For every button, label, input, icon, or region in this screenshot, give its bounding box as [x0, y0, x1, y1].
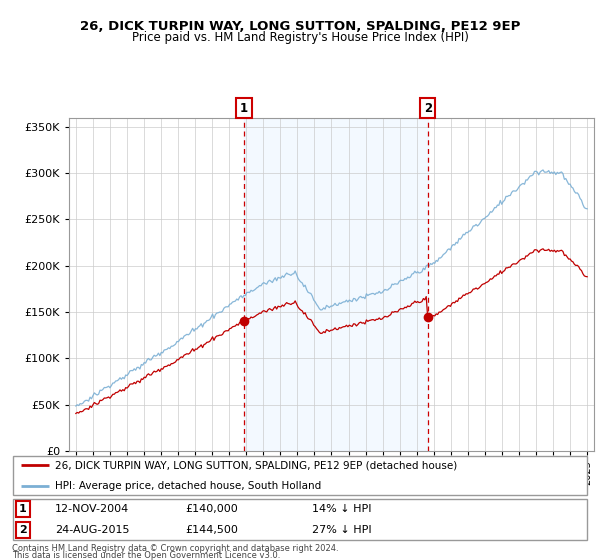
FancyBboxPatch shape [13, 456, 587, 495]
Bar [244, 118, 428, 451]
Text: £144,500: £144,500 [185, 525, 238, 535]
Text: 2: 2 [424, 102, 432, 115]
Text: 26, DICK TURPIN WAY, LONG SUTTON, SPALDING, PE12 9EP: 26, DICK TURPIN WAY, LONG SUTTON, SPALDI… [80, 20, 520, 32]
Text: 2: 2 [19, 525, 26, 535]
Text: Price paid vs. HM Land Registry's House Price Index (HPI): Price paid vs. HM Land Registry's House … [131, 31, 469, 44]
Text: Contains HM Land Registry data © Crown copyright and database right 2024.: Contains HM Land Registry data © Crown c… [12, 544, 338, 553]
FancyBboxPatch shape [13, 500, 587, 540]
Text: HPI: Average price, detached house, South Holland: HPI: Average price, detached house, Sout… [55, 480, 322, 491]
Text: 27% ↓ HPI: 27% ↓ HPI [311, 525, 371, 535]
Text: 12-NOV-2004: 12-NOV-2004 [55, 504, 130, 514]
Text: This data is licensed under the Open Government Licence v3.0.: This data is licensed under the Open Gov… [12, 551, 280, 560]
Text: 14% ↓ HPI: 14% ↓ HPI [311, 504, 371, 514]
Text: 24-AUG-2015: 24-AUG-2015 [55, 525, 130, 535]
Text: £140,000: £140,000 [185, 504, 238, 514]
Text: 1: 1 [240, 102, 248, 115]
Text: 1: 1 [19, 504, 26, 514]
Text: 26, DICK TURPIN WAY, LONG SUTTON, SPALDING, PE12 9EP (detached house): 26, DICK TURPIN WAY, LONG SUTTON, SPALDI… [55, 460, 457, 470]
